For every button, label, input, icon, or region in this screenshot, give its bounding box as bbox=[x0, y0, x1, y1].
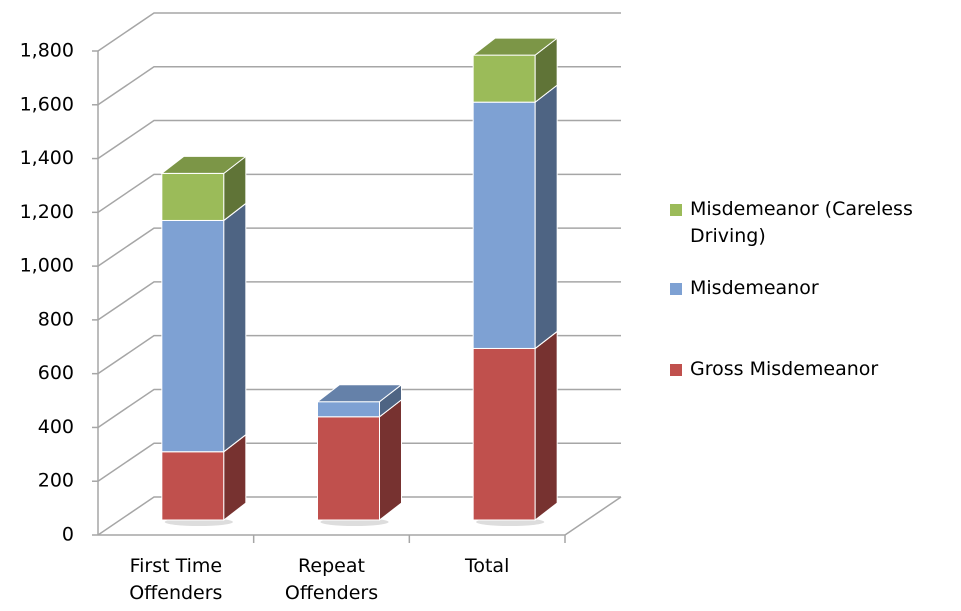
grid-line bbox=[97, 173, 621, 213]
x-tick-label: First Time Offenders bbox=[129, 555, 223, 604]
bar-segment bbox=[161, 451, 225, 521]
grid-line bbox=[97, 12, 621, 52]
bar-segment bbox=[317, 416, 380, 521]
bar-segment bbox=[161, 219, 225, 453]
grid-line bbox=[97, 496, 621, 536]
grid-line bbox=[97, 334, 621, 375]
bar-side bbox=[379, 398, 402, 522]
legend-label: Misdemeanor bbox=[690, 277, 819, 299]
legend-swatch bbox=[670, 204, 682, 216]
y-tick-label: 800 bbox=[38, 308, 74, 330]
bar-side bbox=[534, 84, 558, 350]
y-tick-label: 1,800 bbox=[20, 40, 74, 62]
x-tick-label: Total bbox=[464, 555, 510, 577]
grid-line bbox=[97, 442, 621, 482]
y-tick-label: 200 bbox=[38, 470, 74, 492]
grid-line bbox=[97, 227, 621, 267]
grid-line bbox=[97, 66, 621, 106]
y-tick-label: 400 bbox=[38, 416, 74, 438]
x-tick-label: Repeat Offenders bbox=[284, 555, 379, 604]
bar-segment bbox=[317, 401, 380, 418]
grid-line bbox=[97, 281, 621, 321]
bar-top bbox=[316, 384, 403, 403]
bar-side bbox=[534, 330, 558, 522]
bar-top bbox=[471, 37, 559, 56]
floor-edge bbox=[564, 496, 622, 536]
grid-line bbox=[97, 119, 621, 160]
legend-swatch bbox=[670, 364, 682, 376]
bar-segment bbox=[161, 172, 225, 221]
y-tick-label: 1,600 bbox=[20, 93, 74, 115]
bar-segment bbox=[472, 101, 536, 349]
legend-label: Gross Misdemeanor bbox=[690, 358, 879, 380]
grid-line bbox=[97, 388, 621, 429]
bar-segment bbox=[472, 54, 536, 103]
bar-side bbox=[223, 202, 247, 453]
bar-top bbox=[160, 155, 248, 174]
y-tick-label: 600 bbox=[38, 362, 74, 384]
legend-swatch bbox=[670, 283, 682, 295]
y-tick-label: 1,000 bbox=[20, 255, 74, 277]
y-tick-label: 0 bbox=[62, 524, 74, 546]
y-tick-label: 1,200 bbox=[20, 201, 74, 223]
legend-label: Misdemeanor (Careless Driving) bbox=[690, 198, 913, 247]
y-tick-label: 1,400 bbox=[20, 147, 74, 169]
bar-segment bbox=[472, 347, 536, 521]
